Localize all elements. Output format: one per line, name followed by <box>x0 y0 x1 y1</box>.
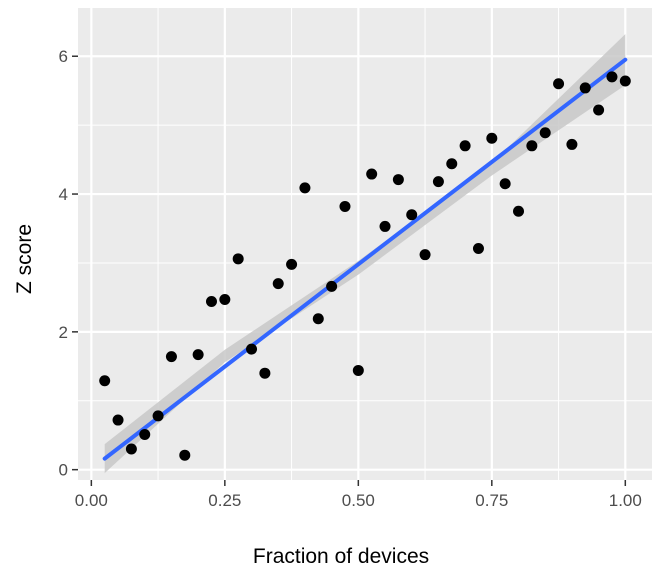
data-point <box>286 258 298 270</box>
data-point <box>112 414 124 426</box>
data-point <box>232 253 244 265</box>
data-point <box>553 78 565 90</box>
data-point <box>619 75 631 87</box>
data-point <box>219 293 231 305</box>
x-tick-label: 0.25 <box>208 491 241 510</box>
data-point <box>472 242 484 254</box>
data-point <box>165 351 177 363</box>
data-point <box>259 367 271 379</box>
data-point <box>312 313 324 325</box>
data-point <box>446 158 458 170</box>
data-point <box>606 71 618 83</box>
data-point <box>513 205 525 217</box>
data-point <box>499 178 511 190</box>
data-point <box>419 249 431 261</box>
data-point <box>526 140 538 152</box>
data-point <box>246 343 258 355</box>
data-point <box>539 127 551 139</box>
x-axis-title: Fraction of devices <box>253 545 429 568</box>
data-point <box>352 364 364 376</box>
data-point <box>299 182 311 194</box>
x-tick-label: 0.75 <box>475 491 508 510</box>
data-point <box>392 174 404 186</box>
data-point <box>459 140 471 152</box>
data-point <box>125 443 137 455</box>
x-tick-label: 0.00 <box>75 491 108 510</box>
data-point <box>486 132 498 144</box>
y-axis-title: Z score <box>13 224 36 294</box>
y-tick-label: 4 <box>59 185 68 204</box>
axis-ticks: 0.00 0.25 0.50 0.75 1.00 0 2 4 6 <box>59 47 642 510</box>
data-point <box>366 168 378 180</box>
data-point <box>593 104 605 116</box>
y-tick-label: 6 <box>59 47 68 66</box>
data-point <box>272 278 284 290</box>
data-point <box>579 82 591 94</box>
data-point <box>99 375 111 387</box>
data-point <box>179 449 191 461</box>
x-tick-label: 0.50 <box>342 491 375 510</box>
data-point <box>379 220 391 232</box>
data-point <box>339 200 351 212</box>
y-tick-label: 0 <box>59 461 68 480</box>
data-point <box>152 410 164 422</box>
x-tick-label: 1.00 <box>609 491 642 510</box>
data-point <box>326 280 338 292</box>
data-points <box>99 71 631 461</box>
data-point <box>139 429 151 441</box>
y-tick-label: 2 <box>59 323 68 342</box>
data-point <box>192 349 204 361</box>
fit-line-layer <box>102 57 628 461</box>
grid-lines <box>78 8 652 480</box>
data-point <box>432 176 444 188</box>
fit-line <box>102 57 628 461</box>
data-point <box>205 296 217 308</box>
data-point <box>566 138 578 150</box>
data-point <box>406 209 418 221</box>
